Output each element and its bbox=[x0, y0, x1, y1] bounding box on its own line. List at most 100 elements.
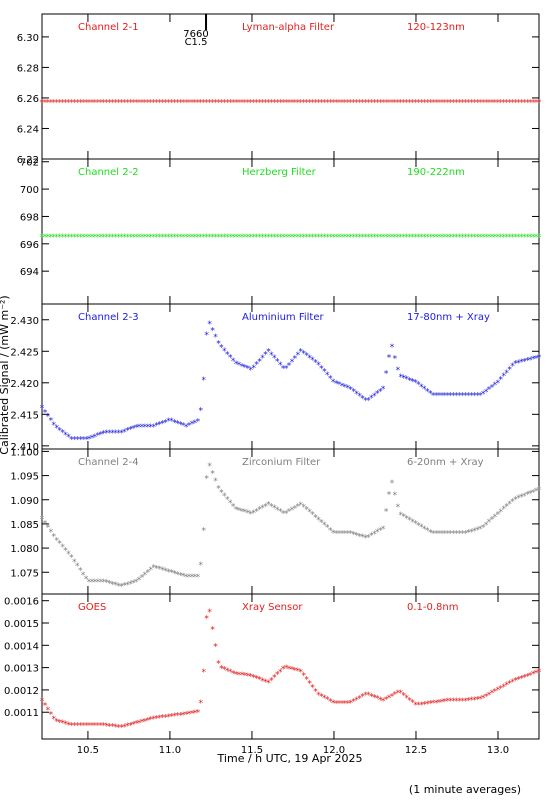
data-point: * bbox=[78, 722, 83, 732]
data-point: * bbox=[410, 99, 415, 109]
band-label: 6-20nm + Xray bbox=[407, 457, 484, 468]
panel-4: 1.075 1.080 1.085 1.090 1.095 1.100 Channel 2-… bbox=[10, 447, 542, 595]
data-point: * bbox=[290, 99, 295, 109]
data-point: * bbox=[413, 701, 418, 711]
data-point: * bbox=[213, 99, 218, 109]
data-point: * bbox=[219, 233, 224, 243]
data-point: * bbox=[322, 99, 327, 109]
data-point: * bbox=[257, 506, 262, 516]
data-point: * bbox=[501, 505, 506, 515]
data-point: * bbox=[404, 233, 409, 243]
data-point: * bbox=[372, 392, 377, 402]
data-point: * bbox=[222, 492, 227, 502]
data-point: * bbox=[519, 99, 524, 109]
panel-frame bbox=[41, 448, 540, 595]
data-point: * bbox=[487, 233, 492, 243]
data-point: * bbox=[110, 580, 115, 590]
data-point: * bbox=[528, 233, 533, 243]
data-point: * bbox=[440, 530, 445, 540]
data-point: * bbox=[396, 366, 401, 376]
data-point: * bbox=[122, 233, 127, 243]
data-point: * bbox=[66, 433, 71, 443]
data-point: * bbox=[143, 233, 148, 243]
data-point: * bbox=[63, 720, 68, 730]
data-point: * bbox=[496, 510, 501, 520]
data-point: * bbox=[234, 99, 239, 109]
data-point: * bbox=[419, 99, 424, 109]
data-point: * bbox=[84, 575, 89, 585]
data-point: * bbox=[113, 99, 118, 109]
data-point: * bbox=[304, 99, 309, 109]
data-point: * bbox=[216, 484, 221, 494]
flare-annotation: 7660 C1.5 bbox=[183, 14, 209, 48]
data-point: * bbox=[190, 99, 195, 109]
data-point: * bbox=[290, 358, 295, 368]
data-point: * bbox=[69, 99, 74, 109]
data-point: * bbox=[325, 371, 330, 381]
data-point: * bbox=[269, 502, 274, 512]
y-tick-label: 1.100 bbox=[10, 447, 39, 458]
data-point: * bbox=[107, 233, 112, 243]
data-point: * bbox=[484, 99, 489, 109]
data-point: * bbox=[146, 568, 151, 578]
data-point: * bbox=[190, 573, 195, 583]
data-point: * bbox=[134, 423, 139, 433]
data-point: * bbox=[81, 436, 86, 446]
data-point: * bbox=[490, 383, 495, 393]
data-point: * bbox=[152, 715, 157, 725]
data-point: * bbox=[43, 519, 48, 529]
data-point: * bbox=[249, 366, 254, 376]
data-point: * bbox=[122, 582, 127, 592]
data-point: * bbox=[278, 233, 283, 243]
data-point: * bbox=[263, 351, 268, 361]
data-point: * bbox=[381, 525, 386, 535]
y-tick-label: 0.0011 bbox=[4, 708, 39, 719]
y-tick-label: 1.090 bbox=[10, 496, 39, 507]
data-point: * bbox=[346, 99, 351, 109]
data-point: * bbox=[178, 99, 183, 109]
data-point: * bbox=[531, 233, 536, 243]
data-point: * bbox=[307, 508, 312, 518]
data-point: * bbox=[481, 99, 486, 109]
data-point: * bbox=[384, 233, 389, 243]
data-point: * bbox=[166, 99, 171, 109]
panel-1: 6.22 6.24 6.26 6.28 6.30 Channel 2-1 Lyman-alp… bbox=[17, 13, 542, 166]
x-axis-label: Time / h UTC, 19 Apr 2025 bbox=[217, 752, 363, 765]
data-point: * bbox=[354, 696, 359, 706]
data-point: * bbox=[399, 99, 404, 109]
data-point: * bbox=[251, 233, 256, 243]
flare-class-label: C1.5 bbox=[185, 37, 208, 48]
data-point: * bbox=[443, 233, 448, 243]
data-point: * bbox=[293, 666, 298, 676]
data-point: * bbox=[399, 233, 404, 243]
data-point: * bbox=[484, 388, 489, 398]
data-point: * bbox=[357, 392, 362, 402]
data-point: * bbox=[225, 350, 230, 360]
data-point: * bbox=[110, 429, 115, 439]
data-point: * bbox=[331, 233, 336, 243]
data-point: * bbox=[134, 578, 139, 588]
data-point: * bbox=[60, 99, 65, 109]
data-point: * bbox=[231, 233, 236, 243]
data-point: * bbox=[484, 692, 489, 702]
data-point: * bbox=[113, 429, 118, 439]
data-point: * bbox=[434, 391, 439, 401]
data-point: * bbox=[246, 99, 251, 109]
data-point: * bbox=[160, 714, 165, 724]
data-point: * bbox=[331, 378, 336, 388]
data-point: * bbox=[90, 722, 95, 732]
data-point: * bbox=[193, 419, 198, 429]
data-point: * bbox=[360, 533, 365, 543]
data-point: * bbox=[219, 99, 224, 109]
data-point: * bbox=[46, 706, 51, 716]
data-point: * bbox=[434, 233, 439, 243]
data-point: * bbox=[219, 489, 224, 499]
data-point: * bbox=[178, 711, 183, 721]
data-point: * bbox=[351, 388, 356, 398]
data-point: * bbox=[143, 423, 148, 433]
data-point: * bbox=[278, 508, 283, 518]
data-point: * bbox=[375, 99, 380, 109]
data-point: * bbox=[337, 381, 342, 391]
data-point: * bbox=[43, 233, 48, 243]
data-point: * bbox=[254, 361, 259, 371]
